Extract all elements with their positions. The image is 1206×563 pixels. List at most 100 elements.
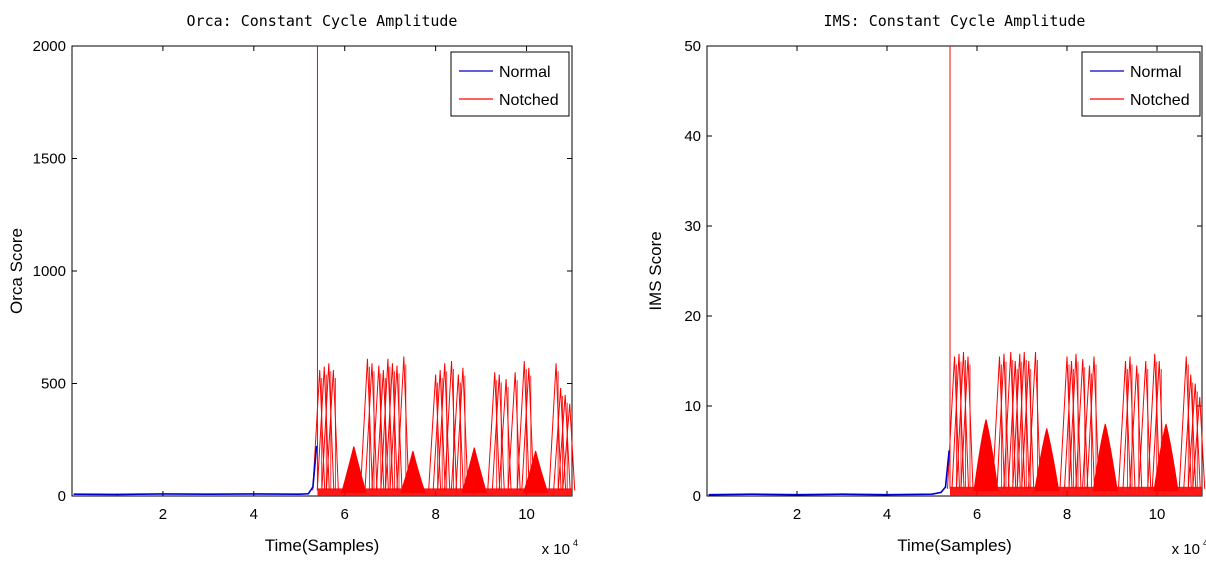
x-tick-label: 4 xyxy=(883,506,891,523)
notched-baseline-band xyxy=(950,486,1202,496)
notched-spike xyxy=(312,369,326,491)
notched-spike xyxy=(521,367,535,491)
notched-spike xyxy=(1122,356,1136,489)
y-tick-label: 2000 xyxy=(33,38,66,55)
normal-series-point xyxy=(708,493,711,496)
x-tick-label: 10 xyxy=(1149,506,1166,523)
notched-spike xyxy=(516,360,530,491)
normal-series-point xyxy=(315,445,318,448)
notched-spike xyxy=(947,356,960,489)
x-multiplier-exponent: 4 xyxy=(573,538,578,548)
notched-spike xyxy=(450,374,464,491)
notched-bump xyxy=(1034,428,1060,492)
notched-spike xyxy=(562,403,576,491)
notched-spike xyxy=(325,369,339,491)
notched-spike xyxy=(992,356,1005,489)
notched-spike xyxy=(316,366,330,491)
notched-spike xyxy=(487,372,501,491)
normal-series-point xyxy=(253,493,255,495)
notched-spike xyxy=(1138,360,1152,489)
normal-series-point xyxy=(886,493,888,496)
notched-spike xyxy=(364,363,378,491)
y-tick-label: 500 xyxy=(41,376,66,393)
orca-chart: Orca: Constant Cycle Amplitude 2 4 6 8 10 0 500… xyxy=(0,0,603,558)
notched-spike xyxy=(359,358,373,491)
notched-bump xyxy=(461,447,487,493)
notched-spike xyxy=(1183,374,1197,489)
normal-series-point xyxy=(940,491,942,494)
notched-spike xyxy=(1147,353,1161,489)
x-tick-label: 6 xyxy=(341,506,349,523)
normal-series-point xyxy=(931,493,933,496)
x-tick-label: 2 xyxy=(159,506,167,523)
y-axis-label: IMS Score xyxy=(646,231,665,310)
normal-series-point xyxy=(944,486,947,488)
y-tick-label: 10 xyxy=(684,398,701,415)
notched-spike xyxy=(1082,365,1095,489)
notched-spike xyxy=(444,360,458,491)
normal-series-point xyxy=(841,493,843,496)
notched-spike xyxy=(996,353,1010,489)
ims-chart-svg: IMS: Constant Cycle Amplitude 2 4 6 8 10 0 10 20… xyxy=(646,12,1206,558)
y-axis-label: Orca Score xyxy=(7,228,26,314)
notched-bump xyxy=(973,419,999,492)
notched-bump xyxy=(1092,423,1118,492)
notched-spike xyxy=(1003,351,1017,489)
x-tick-label: 2 xyxy=(793,506,801,523)
x-axis-label: Time(Samples) xyxy=(265,536,380,555)
ims-chart: IMS: Constant Cycle Amplitude 2 4 6 8 10 0 10 20… xyxy=(603,0,1206,558)
notched-spike xyxy=(1086,356,1100,489)
x-multiplier-label: x 10 xyxy=(542,541,570,558)
notched-spike xyxy=(951,353,965,489)
notched-spike xyxy=(1068,353,1082,489)
plot-frame xyxy=(706,45,1203,497)
x-tick-label: 8 xyxy=(431,506,439,523)
notched-spike xyxy=(1178,356,1192,489)
normal-series-point xyxy=(207,493,210,496)
legend-box xyxy=(1081,51,1201,117)
chart-title: IMS: Constant Cycle Amplitude xyxy=(824,12,1086,30)
normal-series-point xyxy=(751,493,753,496)
notched-spike xyxy=(1007,360,1021,489)
x-tick-label: 10 xyxy=(518,506,535,523)
notched-spike xyxy=(960,356,974,489)
x-axis-label: Time(Samples) xyxy=(897,536,1012,555)
notched-spike xyxy=(557,394,571,491)
notched-spike xyxy=(437,363,451,491)
notched-spike xyxy=(491,374,505,491)
notched-bump xyxy=(1153,423,1179,492)
notched-spike xyxy=(498,378,512,491)
legend-normal-label: Normal xyxy=(1130,64,1182,81)
notched-spike xyxy=(371,365,385,491)
notched-bump xyxy=(341,446,367,493)
notched-spike xyxy=(428,374,442,491)
notched-spike xyxy=(548,363,562,491)
notched-spike xyxy=(1028,351,1041,489)
notched-spike xyxy=(389,365,403,491)
normal-series-point xyxy=(162,493,164,495)
normal-series-point xyxy=(796,493,798,496)
y-tick-label: 1000 xyxy=(33,263,66,280)
notched-spike xyxy=(507,372,521,491)
x-multiplier-label: x 10 xyxy=(1172,541,1200,558)
legend-box xyxy=(450,51,570,117)
legend-notched-label: Notched xyxy=(499,92,559,109)
notched-spike xyxy=(1016,351,1030,489)
x-tick-label: 8 xyxy=(1063,506,1071,523)
notched-baseline-band xyxy=(317,488,572,496)
normal-series-point xyxy=(307,492,310,495)
notched-spike xyxy=(553,387,567,491)
notched-spike xyxy=(432,369,446,491)
notched-spike xyxy=(455,367,469,491)
chart-title: Orca: Constant Cycle Amplitude xyxy=(187,12,458,30)
legend-normal-label: Normal xyxy=(499,64,551,81)
y-tick-label: 20 xyxy=(684,308,701,325)
notched-spike xyxy=(321,363,335,491)
notched-spike xyxy=(1075,359,1089,489)
notched-spike xyxy=(1118,360,1131,489)
y-tick-label: 40 xyxy=(684,128,701,145)
notched-spike xyxy=(1059,356,1073,489)
notched-bump xyxy=(400,450,426,493)
notched-spike xyxy=(1187,383,1201,489)
normal-series-point xyxy=(298,493,301,496)
